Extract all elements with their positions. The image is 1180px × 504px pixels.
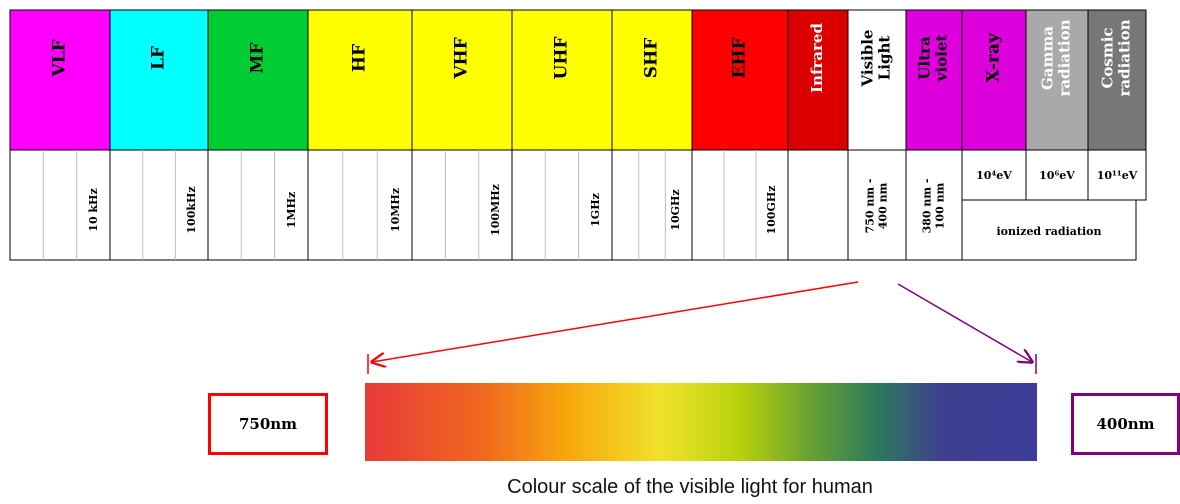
band-label-visible-light: Visible xyxy=(859,30,877,88)
freq-cell xyxy=(847,149,907,261)
freq-label: 1MHz xyxy=(285,192,298,228)
band-cell-infrared xyxy=(787,9,849,151)
band-label-lf: LF xyxy=(149,46,169,70)
band-label-x-ray: X-ray xyxy=(984,32,1004,83)
energy-label: 10¹¹eV xyxy=(1097,169,1138,182)
band-label-mf: MF xyxy=(248,43,268,74)
freq-cell xyxy=(109,149,209,261)
freq-cell xyxy=(207,149,309,261)
band-label-cosmic-radiation: Cosmic xyxy=(1099,27,1117,88)
freq-cell xyxy=(307,149,413,261)
ionized-radiation-label: ionized radiation xyxy=(997,225,1102,238)
freq-label: 100GHz xyxy=(765,186,778,235)
visible-spectrum-bar xyxy=(365,383,1037,461)
band-label-gamma-radiation: radiation xyxy=(1056,19,1074,96)
wavelength-range-label: 400 nm xyxy=(877,182,890,229)
band-label-visible-light: Light xyxy=(876,36,894,81)
band-cell-mf xyxy=(207,9,309,151)
freq-cell xyxy=(905,149,963,261)
energy-cell xyxy=(1025,149,1089,201)
band-cell-uhf xyxy=(511,9,613,151)
band-cell-vlf xyxy=(9,9,111,151)
band-label-ehf: EHF xyxy=(730,37,750,78)
freq-cell xyxy=(611,149,693,261)
red-end-arrow xyxy=(372,281,859,362)
spectrum-caption: Colour scale of the visible light for hu… xyxy=(507,476,873,498)
ionized-radiation-box xyxy=(961,199,1137,261)
energy-label: 10⁴eV xyxy=(976,169,1012,182)
band-cell-visible-light xyxy=(847,9,907,151)
band-label-vhf: VHF xyxy=(452,37,472,79)
freq-label: 10 kHz xyxy=(87,188,100,231)
band-label-infrared: Infrared xyxy=(808,23,826,93)
freq-label: 1GHz xyxy=(589,193,602,227)
band-cell-ultra-violet xyxy=(905,9,963,151)
freq-cell xyxy=(9,149,111,261)
freq-cell xyxy=(411,149,513,261)
band-label-ultra-violet: Ultra xyxy=(916,36,934,80)
band-cell-shf xyxy=(611,9,693,151)
freq-label: 100MHz xyxy=(489,184,502,236)
band-cell-gamma-radiation xyxy=(1025,9,1089,151)
energy-label: 10⁶eV xyxy=(1039,169,1075,182)
freq-label: 10GHz xyxy=(669,189,682,230)
wavelength-range-label: 100 nm xyxy=(934,182,947,229)
wavelength-750nm-label: 750nm xyxy=(238,415,298,433)
band-cell-lf xyxy=(109,9,209,151)
band-cell-x-ray xyxy=(961,9,1027,151)
wavelength-400nm-label: 400nm xyxy=(1096,415,1155,433)
freq-cell xyxy=(787,149,849,261)
wavelength-400nm-box: 400nm xyxy=(1071,393,1180,455)
band-label-uhf: UHF xyxy=(552,37,572,80)
energy-cell xyxy=(1087,149,1147,201)
band-label-cosmic-radiation: radiation xyxy=(1116,19,1134,96)
wavelength-750nm-box: 750nm xyxy=(208,393,328,455)
freq-cell xyxy=(511,149,613,261)
band-label-shf: SHF xyxy=(642,38,662,78)
band-label-vlf: VLF xyxy=(50,39,70,77)
band-cell-hf xyxy=(307,9,413,151)
freq-label: 10MHz xyxy=(389,188,402,232)
energy-cell xyxy=(961,149,1027,201)
violet-end-arrow xyxy=(897,283,1032,362)
spectrum-diagram: VLF LF MF HF VHF UHF SHF EHF Infrared Visible Ligh… xyxy=(9,9,1147,461)
band-cell-vhf xyxy=(411,9,513,151)
freq-label: 100kHz xyxy=(185,186,198,233)
freq-cell xyxy=(691,149,789,261)
band-label-ultra-violet: violet xyxy=(933,35,951,83)
wavelength-range-label: 380 nm - xyxy=(921,179,934,234)
wavelength-range-label: 750 nm - xyxy=(864,179,877,234)
band-label-gamma-radiation: Gamma xyxy=(1039,26,1057,90)
band-label-hf: HF xyxy=(350,44,370,72)
band-cell-ehf xyxy=(691,9,789,151)
